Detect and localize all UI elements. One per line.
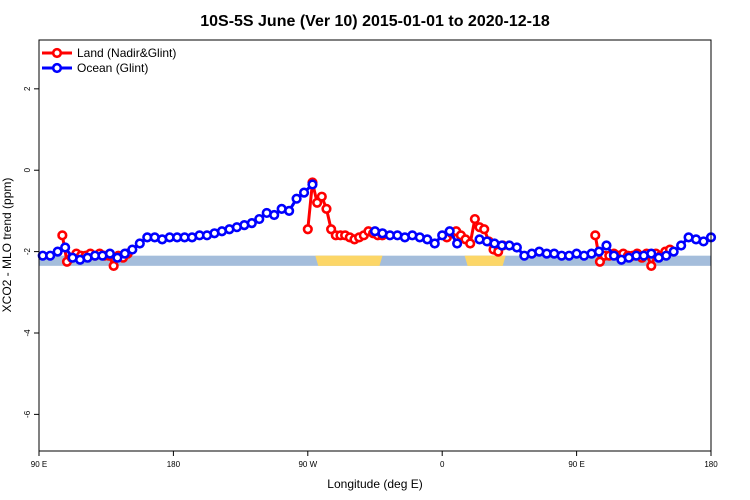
x-tick-label: 90 W <box>298 460 317 469</box>
legend-marker <box>51 62 63 74</box>
plot-frame <box>38 39 712 452</box>
data-point <box>302 224 313 235</box>
data-point <box>444 226 455 237</box>
data-point <box>134 238 145 249</box>
land-span-0 <box>315 255 383 266</box>
data-point <box>479 224 490 235</box>
data-point <box>601 240 612 251</box>
x-axis: 90 E 180 90 W 0 90 E 180 <box>31 451 718 469</box>
data-point <box>284 205 295 217</box>
data-point <box>469 213 480 225</box>
land-span-1 <box>464 255 506 266</box>
data-point <box>291 193 302 204</box>
series-ocean <box>37 179 717 265</box>
data-point <box>316 191 327 202</box>
data-point <box>104 248 116 259</box>
data-point <box>646 248 657 259</box>
data-point <box>437 230 448 241</box>
data-point <box>119 248 130 259</box>
y-tick-label: -2 <box>23 248 32 256</box>
data-point <box>698 236 709 247</box>
y-axis-label: XCO2 - MLO trend (ppm) <box>0 178 14 313</box>
y-tick-label: -4 <box>23 329 32 337</box>
legend-label: Land (Nadir&Glint) <box>77 46 176 60</box>
data-point <box>57 230 68 241</box>
legend-entry: Land (Nadir&Glint) <box>42 46 176 60</box>
data-point <box>452 238 463 249</box>
data-point <box>307 179 318 190</box>
x-tick-label: 90 E <box>31 460 47 469</box>
data-point <box>60 242 71 253</box>
data-point <box>298 187 310 198</box>
data-point <box>52 246 63 257</box>
data-point <box>112 252 123 263</box>
x-tick-label: 180 <box>167 460 181 469</box>
y-tick-label: 0 <box>23 167 32 172</box>
data-point <box>429 238 440 249</box>
series-layer <box>37 177 717 271</box>
chart-title: 10S-5S June (Ver 10) 2015-01-01 to 2020-… <box>200 13 550 30</box>
data-point <box>127 244 138 255</box>
y-axis: -6 -4 -2 0 2 <box>23 86 39 418</box>
data-point <box>593 246 605 257</box>
legend-entry: Ocean (Glint) <box>42 61 148 75</box>
data-point <box>668 246 679 257</box>
legend-label: Ocean (Glint) <box>77 61 148 75</box>
y-tick-label: -6 <box>23 410 32 418</box>
data-point <box>465 238 476 249</box>
data-point <box>676 240 687 251</box>
data-point <box>269 209 280 221</box>
data-point <box>422 234 433 245</box>
data-point <box>246 218 257 229</box>
data-point <box>321 203 332 214</box>
x-tick-label: 180 <box>704 460 718 469</box>
data-point <box>45 250 56 261</box>
data-point <box>661 250 672 261</box>
legend: Land (Nadir&Glint)Ocean (Glint) <box>42 46 176 75</box>
legend-marker <box>51 47 63 59</box>
y-tick-label: 2 <box>23 86 32 91</box>
data-point <box>254 213 265 225</box>
x-tick-label: 0 <box>440 460 445 469</box>
x-tick-label: 90 E <box>568 460 584 469</box>
data-point <box>108 260 119 271</box>
x-axis-label: Longitude (deg E) <box>327 477 422 491</box>
data-point <box>590 230 601 241</box>
land-mask-band <box>39 255 711 266</box>
data-point <box>511 242 522 253</box>
data-point <box>608 250 620 261</box>
data-point <box>646 260 657 271</box>
